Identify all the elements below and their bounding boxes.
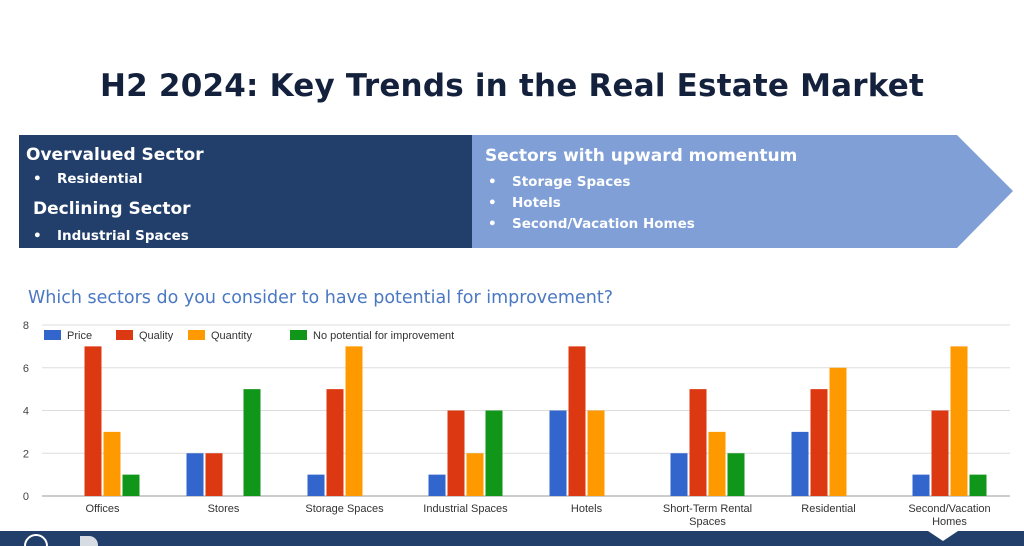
bar — [727, 453, 745, 496]
bar — [969, 474, 987, 496]
legend-swatch — [290, 330, 307, 340]
x-tick-label: Homes — [932, 516, 967, 528]
bar — [791, 431, 809, 496]
bar — [307, 474, 325, 496]
overvalued-heading: Overvalued Sector — [26, 145, 204, 165]
bar — [326, 389, 344, 496]
upward-momentum-panel: Sectors with upward momentum • Storage Sp… — [472, 135, 1013, 248]
x-tick-label: Hotels — [571, 503, 603, 515]
bar — [950, 346, 968, 496]
bullet-icon: • — [488, 195, 497, 211]
legend-label: No potential for improvement — [313, 330, 454, 342]
upward-heading: Sectors with upward momentum — [485, 146, 798, 166]
footer-bar — [0, 531, 1024, 546]
overvalued-item: • Residential — [33, 171, 143, 187]
chart-title: Which sectors do you consider to have po… — [28, 288, 613, 308]
footer-notch — [928, 531, 958, 541]
y-tick-label: 2 — [23, 448, 29, 460]
legend-label: Quality — [139, 330, 174, 342]
bar — [345, 346, 363, 496]
bar — [912, 474, 930, 496]
overvalued-declining-panel: Overvalued Sector • Residential Declining… — [19, 135, 472, 248]
page-title: H2 2024: Key Trends in the Real Estate M… — [100, 68, 924, 104]
brand-logo-icon — [80, 536, 98, 546]
bar — [447, 410, 465, 496]
x-tick-label: Short-Term Rental — [663, 503, 752, 515]
upward-item: • Second/Vacation Homes — [488, 216, 695, 232]
y-tick-label: 4 — [23, 406, 29, 418]
bar — [243, 389, 261, 496]
bullet-icon: • — [33, 228, 42, 244]
declining-heading: Declining Sector — [33, 199, 191, 219]
y-tick-label: 0 — [23, 491, 29, 503]
bar — [670, 453, 688, 496]
legend-swatch — [116, 330, 133, 340]
x-tick-label: Offices — [85, 503, 120, 515]
bar — [466, 453, 484, 496]
bar — [549, 410, 567, 496]
legend-label: Price — [67, 330, 92, 342]
x-tick-label: Storage Spaces — [305, 503, 384, 515]
bar — [568, 346, 586, 496]
x-tick-label: Second/Vacation — [908, 503, 990, 515]
bullet-icon: • — [488, 216, 497, 232]
upward-item: • Storage Spaces — [488, 174, 631, 190]
bar — [829, 367, 847, 496]
bar — [84, 346, 102, 496]
bar — [186, 453, 204, 496]
bar-chart: 0 2 4 6 8 Offices Stores Storage Spaces Industri… — [23, 320, 1010, 528]
bar — [485, 410, 503, 496]
bar — [689, 389, 707, 496]
bar — [587, 410, 605, 496]
bullet-icon: • — [488, 174, 497, 190]
y-tick-label: 6 — [23, 363, 29, 375]
legend-swatch — [44, 330, 61, 340]
x-tick-label: Industrial Spaces — [423, 503, 508, 515]
bullet-icon: • — [33, 171, 42, 187]
bar — [122, 474, 140, 496]
bar — [103, 431, 121, 496]
y-tick-label: 8 — [23, 320, 29, 332]
legend-label: Quantity — [211, 330, 252, 342]
bar — [810, 389, 828, 496]
x-tick-label: Spaces — [689, 516, 726, 528]
legend-swatch — [188, 330, 205, 340]
bar — [205, 453, 223, 496]
x-tick-label: Stores — [208, 503, 240, 515]
bar — [708, 431, 726, 496]
declining-item: • Industrial Spaces — [33, 228, 189, 244]
bar — [931, 410, 949, 496]
x-tick-label: Residential — [801, 503, 855, 515]
upward-item: • Hotels — [488, 195, 561, 211]
bar — [428, 474, 446, 496]
